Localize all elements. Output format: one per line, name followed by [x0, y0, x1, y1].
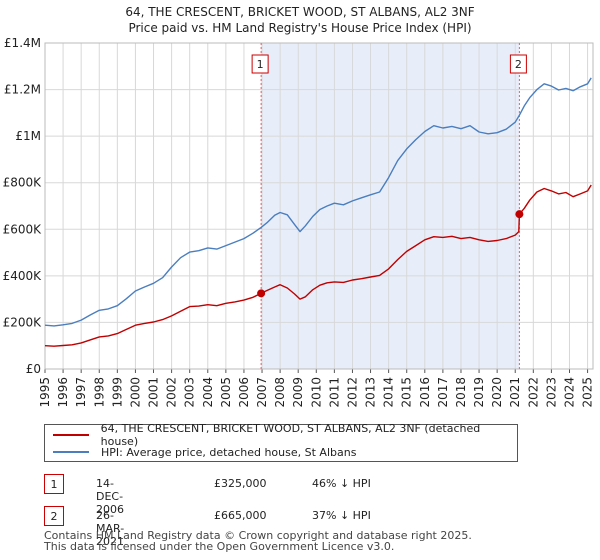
shaded-ownership-period: [261, 43, 520, 369]
legend-label-property: 64, THE CRESCENT, BRICKET WOOD, ST ALBAN…: [100, 422, 481, 448]
y-tick-label: £800K: [3, 176, 43, 190]
x-tick-label: 2004: [201, 377, 215, 408]
y-tick-label: £1M: [15, 129, 41, 143]
x-tick-label: 1995: [38, 377, 52, 408]
x-tick-label: 2013: [364, 377, 378, 408]
x-tick-label: 2016: [418, 377, 432, 408]
plot-frame: [44, 42, 594, 370]
x-tick-label: 2006: [237, 377, 251, 408]
x-tick-label: 2020: [490, 377, 504, 408]
y-tick-label: £400K: [3, 269, 43, 283]
transaction-label-box: [509, 54, 527, 74]
x-tick-label: 2001: [147, 377, 161, 408]
legend-label-hpi: HPI: Average price, detached house, St A…: [101, 445, 357, 459]
transaction-marker-badge: 2: [44, 506, 64, 526]
x-tick-label: 2002: [165, 377, 179, 408]
legend-item-property: 64, THE CRESCENT, BRICKET WOOD, ST ALBAN…: [53, 422, 517, 448]
x-tick-label: 2007: [255, 377, 269, 408]
x-tick-label: 2010: [309, 377, 323, 408]
transaction-point: [257, 289, 266, 298]
price-chart: £0 £200K £400K £600K £800K £1M £1.2M £1.4M 1995 1…: [3, 36, 595, 408]
x-tick-label: 2003: [183, 377, 197, 408]
footer: Contains HM Land Registry data © Crown c…: [44, 530, 472, 552]
x-tick-label: 2019: [472, 377, 486, 408]
property-price-line: [44, 184, 592, 347]
x-tick-label: 2009: [291, 377, 305, 408]
footer-licence: This data is licensed under the Open Gov…: [44, 540, 395, 553]
x-tick-label: 1996: [56, 377, 70, 408]
x-tick-label: 1999: [110, 377, 124, 408]
legend-item-hpi: HPI: Average price, detached house, St A…: [53, 444, 356, 460]
x-tick-label: 1998: [92, 377, 106, 408]
transaction-label-box: [251, 54, 269, 74]
x-tick-label: 2005: [219, 377, 233, 408]
transaction-date: 26-MAR-2021: [96, 509, 125, 548]
transaction-hpi-delta: 37% ↓ HPI: [312, 509, 371, 522]
transaction-date: 14-DEC-2006: [96, 477, 124, 516]
hpi-line: [44, 77, 592, 327]
x-tick-label: 2022: [526, 377, 540, 408]
chart-title-subtitle: Price paid vs. HM Land Registry's House …: [128, 21, 472, 35]
x-tick-label: 2023: [544, 377, 558, 408]
x-tick-label: 2018: [454, 377, 468, 408]
y-tick-label: £200K: [3, 315, 43, 329]
legend-swatch-hpi: [53, 451, 89, 453]
y-tick-label: £1.2M: [4, 83, 41, 97]
x-tick-label: 2011: [327, 377, 341, 408]
transaction-marker-badge: 1: [44, 474, 64, 494]
chart-title-address: 64, THE CRESCENT, BRICKET WOOD, ST ALBAN…: [125, 5, 475, 19]
y-tick-label: £0: [26, 362, 41, 376]
x-tick-label: 2024: [562, 377, 576, 408]
transaction-hpi-delta: 46% ↓ HPI: [312, 477, 371, 490]
transaction-price: £665,000: [214, 509, 267, 522]
x-tick-label: 2015: [400, 377, 414, 408]
transaction-label-number: 1: [257, 58, 264, 71]
x-tick-label: 2000: [128, 377, 142, 408]
x-tick-label: 2008: [273, 377, 287, 408]
footer-copyright: Contains HM Land Registry data © Crown c…: [44, 529, 472, 542]
x-tick-label: 2014: [382, 377, 396, 408]
transaction-label-number: 2: [515, 58, 522, 71]
x-tick-label: 2017: [436, 377, 450, 408]
x-tick-label: 2012: [345, 377, 359, 408]
transaction-point: [515, 210, 524, 219]
x-tick-label: 2021: [508, 377, 522, 408]
legend: 64, THE CRESCENT, BRICKET WOOD, ST ALBAN…: [44, 422, 518, 462]
y-tick-label: £600K: [3, 222, 43, 236]
transaction-price: £325,000: [214, 477, 267, 490]
legend-swatch-property: [53, 434, 89, 436]
x-tick-label: 1997: [74, 377, 88, 408]
y-tick-label: £1.4M: [4, 36, 41, 50]
x-tick-label: 2025: [581, 377, 595, 408]
